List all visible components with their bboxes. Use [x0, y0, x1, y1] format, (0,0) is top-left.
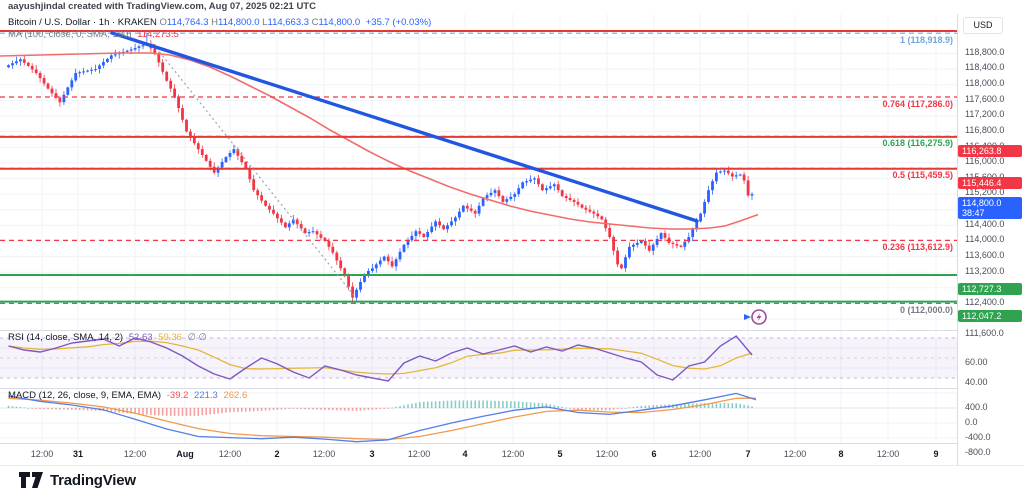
macd-signal-value: 262.6: [223, 390, 248, 401]
footer-bar: TradingView: [0, 465, 1024, 493]
fib-level-label: 0.618 (116,275.9): [882, 138, 953, 149]
ohlc-value: 114,764.3: [166, 17, 209, 28]
price-axis-label: 116,000.0: [965, 156, 1005, 167]
tradingview-logo-icon[interactable]: [19, 472, 43, 488]
macd-axis-label: 0.0: [965, 417, 978, 427]
time-axis-label: 2: [274, 449, 280, 459]
ohlc-key: O: [159, 17, 167, 28]
time-axis-label: Aug: [176, 449, 194, 459]
price-axis-label: 114,000.0: [965, 234, 1005, 245]
ma-legend-value: 114,273.5: [137, 29, 179, 40]
ohlc-key: C: [309, 17, 319, 28]
chart-canvas[interactable]: [0, 14, 1024, 465]
price-axis-label: 113,200.0: [965, 265, 1005, 276]
time-axis-label: 4: [462, 449, 468, 459]
time-axis-label: 12:00: [123, 449, 147, 459]
ma-legend-label: MA (100, close, 0, SMA, 100): [8, 29, 132, 40]
price-axis-label: 115,200.0: [965, 187, 1005, 198]
price-axis-label: 111,600.0: [965, 328, 1004, 339]
fib-level-label: 1 (118,918.9): [899, 35, 953, 46]
price-badge: 116,263.8: [958, 144, 1022, 157]
tradingview-wordmark[interactable]: TradingView: [50, 471, 136, 489]
fib-level-label: 0.236 (113,612.9): [882, 242, 953, 253]
symbol-legend[interactable]: Bitcoin / U.S. Dollar · 1h · KRAKEN O114…: [8, 17, 431, 41]
rsi-value: 52.63: [128, 332, 153, 343]
price-axis-label: 113,600.0: [965, 249, 1005, 260]
time-axis-label: 8: [838, 449, 844, 459]
time-axis-label: 5: [557, 449, 563, 459]
time-axis-label: 12:00: [595, 449, 619, 459]
macd-axis-label: 400.0: [965, 402, 988, 412]
price-badge: 115,446.4: [958, 176, 1022, 189]
time-axis-label: 7: [745, 449, 751, 459]
fib-level-label: 0.764 (117,286.0): [882, 98, 953, 109]
symbol-title: Bitcoin / U.S. Dollar · 1h · KRAKEN: [8, 17, 157, 28]
ohlc-value: 114,663.3: [267, 17, 310, 28]
time-axis-label: 12:00: [783, 449, 807, 459]
price-axis-label: 118,400.0: [965, 62, 1005, 73]
price-axis-label: 117,600.0: [965, 93, 1005, 104]
time-axis-label: 12:00: [407, 449, 431, 459]
time-axis-label: 12:00: [688, 449, 712, 459]
macd-axis-label: -800.0: [965, 446, 991, 457]
macd-hist-value: -39.2: [166, 390, 189, 401]
time-axis-label: 6: [651, 449, 657, 459]
price-badge: 112,727.3: [958, 283, 1022, 296]
rsi-axis-label: 60.00: [965, 357, 988, 367]
time-axis-label: 12:00: [30, 449, 54, 459]
price-axis-label: 114,400.0: [965, 218, 1005, 229]
change-value: +35.7 (+0.03%): [365, 17, 432, 28]
attribution-text: aayushjindal created with TradingView.co…: [8, 1, 316, 12]
time-axis-label: 12:00: [218, 449, 242, 459]
rsi-axis-label: 40.00: [965, 377, 988, 387]
fib-level-label: 0.5 (115,459.5): [892, 170, 953, 181]
unit-toggle-button[interactable]: USD: [963, 17, 1003, 34]
rsi-empty-values: ∅ ∅: [187, 332, 207, 343]
price-axis-label: 118,800.0: [965, 46, 1005, 57]
price-axis[interactable]: USD 118,800.0 118,400.0 118,000.0 117,600.0…: [958, 14, 1024, 465]
price-axis-label: 118,000.0: [965, 78, 1005, 89]
ohlc-key: L: [259, 17, 268, 28]
macd-legend[interactable]: MACD (12, 26, close, 9, EMA, EMA) -39.2 …: [8, 390, 247, 401]
macd-legend-label: MACD (12, 26, close, 9, EMA, EMA): [8, 390, 162, 401]
price-axis-label: 117,200.0: [965, 109, 1005, 120]
price-axis-label: 112,400.0: [965, 296, 1005, 307]
time-axis-label: 3: [369, 449, 375, 459]
price-axis-label: 116,800.0: [965, 124, 1005, 135]
ohlc-values: O114,764.3 H114,800.0 L114,663.3 C114,80…: [160, 17, 361, 28]
cursor-marker-icon[interactable]: [742, 306, 770, 333]
time-axis[interactable]: 12:00 31 12:00 Aug 12:00 2 12:00 3 12:00 4 12:00 5 1…: [0, 444, 957, 465]
rsi-legend-label: RSI (14, close, SMA, 14, 2): [8, 332, 124, 343]
attribution-bar: aayushjindal created with TradingView.co…: [8, 1, 316, 12]
price-badge: 114,800.0 38:47: [958, 197, 1022, 220]
macd-line-value: 221.3: [194, 390, 218, 401]
time-axis-label: 12:00: [876, 449, 900, 459]
rsi-ma-value: 59.36: [158, 332, 182, 343]
rsi-legend[interactable]: RSI (14, close, SMA, 14, 2) 52.63 59.36 …: [8, 332, 207, 343]
time-axis-label: 31: [72, 449, 84, 459]
price-badge: 112,047.2: [958, 309, 1022, 322]
ohlc-value: 114,800.0: [217, 17, 260, 28]
ohlc-key: H: [208, 17, 218, 28]
macd-axis-label: -400.0: [965, 431, 991, 442]
fib-level-label: 0 (112,000.0): [899, 305, 953, 316]
ohlc-value: 114,800.0: [318, 17, 361, 28]
time-axis-label: 9: [933, 449, 939, 459]
time-axis-label: 12:00: [312, 449, 336, 459]
time-axis-label: 12:00: [501, 449, 525, 459]
